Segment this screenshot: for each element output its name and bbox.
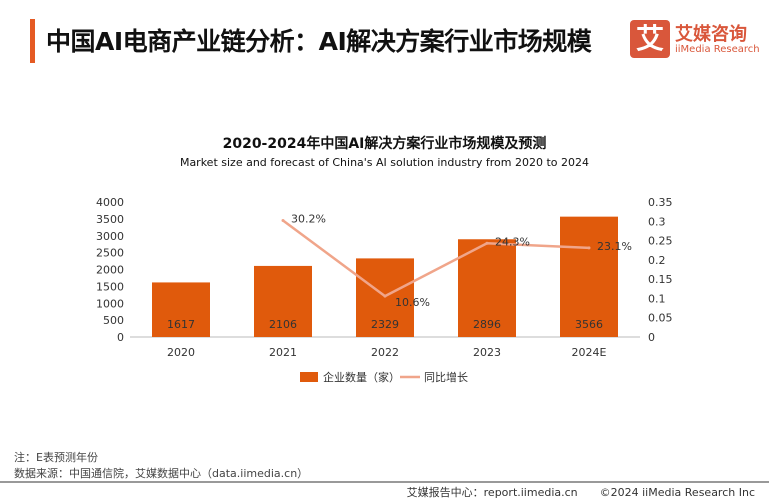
bar-label: 3566 xyxy=(575,318,603,331)
x-tick-label: 2023 xyxy=(473,346,501,359)
y-left-tick-label: 1500 xyxy=(96,280,124,293)
bar xyxy=(254,265,312,337)
bar-label: 2329 xyxy=(371,318,399,331)
legend-line-label: 同比增长 xyxy=(424,370,468,384)
footer-text: 艾媒报告中心：report.iimedia.cn ©2024 iiMedia R… xyxy=(406,486,755,499)
source: 数据来源：中国通信院，艾媒数据中心（data.iimedia.cn） xyxy=(14,467,309,480)
growth-label: 23.1% xyxy=(597,240,632,253)
x-tick-label: 2021 xyxy=(269,346,297,359)
y-right-tick-label: 0.05 xyxy=(648,312,673,325)
y-right-tick-label: 0.3 xyxy=(648,215,666,228)
bar xyxy=(356,258,414,337)
bar-label: 1617 xyxy=(167,318,195,331)
bar xyxy=(152,282,210,337)
growth-label: 10.6% xyxy=(395,296,430,309)
logo-en: iiMedia Research xyxy=(675,44,760,55)
y-left-tick-label: 2500 xyxy=(96,247,124,260)
growth-label: 30.2% xyxy=(291,213,326,226)
y-left-tick-label: 0 xyxy=(117,331,124,344)
y-right-tick-label: 0.1 xyxy=(648,292,666,305)
note: 注：E表预测年份 xyxy=(14,451,98,464)
legend-bar-swatch xyxy=(300,372,318,382)
bar-label: 2896 xyxy=(473,318,501,331)
y-left-tick-label: 4000 xyxy=(96,196,124,209)
bar xyxy=(458,239,516,337)
logo-mark: 艾 xyxy=(630,20,670,58)
y-left-tick-label: 1000 xyxy=(96,297,124,310)
chart-subtitle: Market size and forecast of China's AI s… xyxy=(179,156,590,169)
footer-divider xyxy=(0,481,769,483)
y-left-tick-label: 3500 xyxy=(96,213,124,226)
growth-point xyxy=(485,241,489,245)
bar-label: 2106 xyxy=(269,318,297,331)
growth-line xyxy=(282,219,590,298)
x-tick-label: 2020 xyxy=(167,346,195,359)
growth-label: 24.3% xyxy=(495,235,530,248)
y-left-tick-label: 500 xyxy=(103,314,124,327)
y-right-tick-label: 0.2 xyxy=(648,254,666,267)
y-right-tick-label: 0 xyxy=(648,331,655,344)
y-left-tick-label: 2000 xyxy=(96,264,124,277)
growth-point xyxy=(383,294,387,298)
legend-bar-label: 企业数量（家） xyxy=(323,370,400,384)
growth-point xyxy=(587,246,591,250)
logo-cn: 艾媒咨询 xyxy=(675,24,747,45)
page-title: 中国AI电商产业链分析：AI解决方案行业市场规模 xyxy=(46,27,592,56)
bar xyxy=(560,216,618,337)
growth-point xyxy=(281,219,285,223)
y-right-tick-label: 0.35 xyxy=(648,196,673,209)
chart-title: 2020-2024年中国AI解决方案行业市场规模及预测 xyxy=(222,136,547,152)
y-left-tick-label: 3000 xyxy=(96,230,124,243)
title-accent-bar xyxy=(30,19,35,63)
chart: 0 500 1000 1500 2000 2500 3000 3500 4000 0 0.05 0.1… xyxy=(96,196,673,384)
x-tick-label: 2022 xyxy=(371,346,399,359)
y-right-tick-label: 0.15 xyxy=(648,273,673,286)
y-right-tick-label: 0.25 xyxy=(648,235,673,248)
x-tick-label: 2024E xyxy=(572,346,607,359)
